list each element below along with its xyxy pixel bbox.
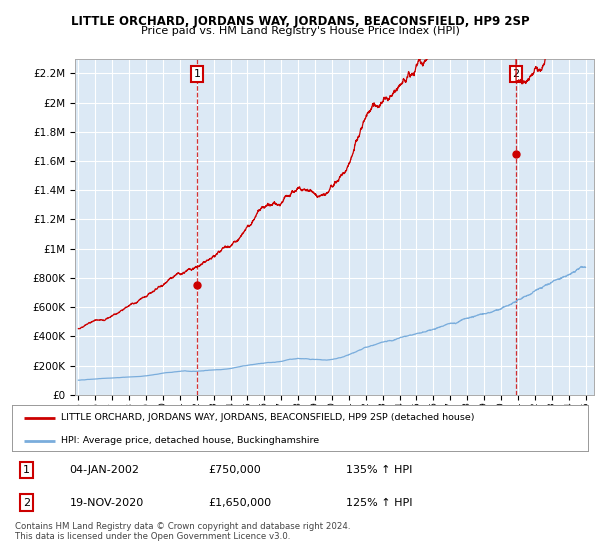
Text: Contains HM Land Registry data © Crown copyright and database right 2024.
This d: Contains HM Land Registry data © Crown c…	[15, 522, 350, 542]
Text: LITTLE ORCHARD, JORDANS WAY, JORDANS, BEACONSFIELD, HP9 2SP (detached house): LITTLE ORCHARD, JORDANS WAY, JORDANS, BE…	[61, 413, 475, 422]
Text: £750,000: £750,000	[208, 465, 260, 475]
Text: 2: 2	[23, 497, 30, 507]
Text: Price paid vs. HM Land Registry's House Price Index (HPI): Price paid vs. HM Land Registry's House …	[140, 26, 460, 36]
Text: LITTLE ORCHARD, JORDANS WAY, JORDANS, BEACONSFIELD, HP9 2SP: LITTLE ORCHARD, JORDANS WAY, JORDANS, BE…	[71, 15, 529, 28]
Text: 1: 1	[23, 465, 30, 475]
Text: 135% ↑ HPI: 135% ↑ HPI	[346, 465, 412, 475]
Text: 1: 1	[193, 69, 200, 79]
Text: 2: 2	[512, 69, 520, 79]
Text: 125% ↑ HPI: 125% ↑ HPI	[346, 497, 413, 507]
Text: 19-NOV-2020: 19-NOV-2020	[70, 497, 144, 507]
Text: HPI: Average price, detached house, Buckinghamshire: HPI: Average price, detached house, Buck…	[61, 436, 319, 445]
Text: 04-JAN-2002: 04-JAN-2002	[70, 465, 140, 475]
Text: £1,650,000: £1,650,000	[208, 497, 271, 507]
